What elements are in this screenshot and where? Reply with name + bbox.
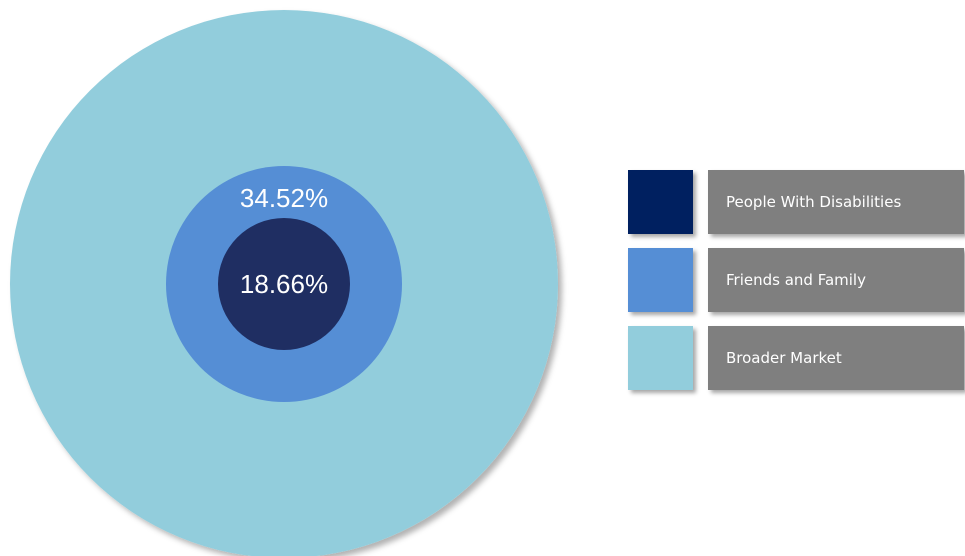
data-label-people-with-disabilities: 18.66% bbox=[240, 269, 328, 299]
legend-item-people-with-disabilities: People With Disabilities bbox=[628, 170, 964, 234]
legend: People With Disabilities Friends and Fam… bbox=[628, 170, 964, 404]
legend-label-broader-market: Broader Market bbox=[726, 349, 842, 367]
circle-people-with-disabilities bbox=[218, 218, 350, 350]
legend-label-box: People With Disabilities bbox=[708, 170, 964, 234]
legend-item-broader-market: Broader Market bbox=[628, 326, 964, 390]
legend-label-people-with-disabilities: People With Disabilities bbox=[726, 193, 902, 211]
data-label-friends-and-family: 34.52% bbox=[240, 183, 328, 213]
legend-label-friends-and-family: Friends and Family bbox=[726, 271, 866, 289]
legend-item-friends-and-family: Friends and Family bbox=[628, 248, 964, 312]
legend-swatch-people-with-disabilities bbox=[628, 170, 693, 234]
legend-label-box: Broader Market bbox=[708, 326, 964, 390]
legend-label-box: Friends and Family bbox=[708, 248, 964, 312]
legend-swatch-broader-market bbox=[628, 326, 693, 390]
legend-swatch-friends-and-family bbox=[628, 248, 693, 312]
